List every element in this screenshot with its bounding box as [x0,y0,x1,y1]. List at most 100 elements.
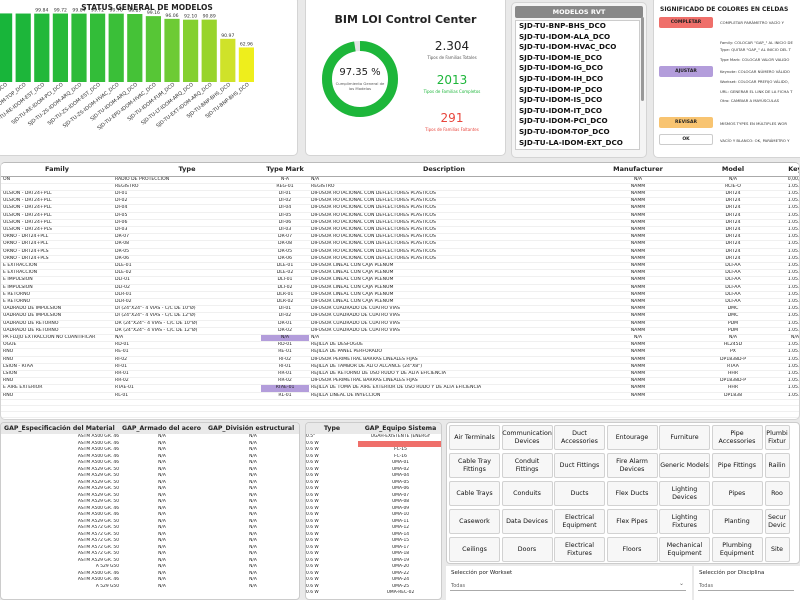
model-item[interactable]: SJD-TU-IDOM-ALA_DCO [519,31,611,41]
table-row[interactable]: ULSIÓN - DRT24+PLL DI-05 DI-05 DIFUSOR ROTA… [1,212,799,220]
column-header[interactable]: Description [309,163,579,177]
column-header[interactable]: GAP_Especificación del Material [1,423,119,434]
column-header[interactable]: Type [113,163,261,177]
table-row[interactable]: 0.6 W UMA-18 [306,551,441,558]
table-row[interactable]: ASTM A500 GR. 46 N/A N/A [1,571,299,578]
model-item[interactable]: SJD-TU-IDOM-IS_DCO [519,95,603,105]
model-item[interactable]: SJD-TU-LT-IDOM-EXT_DCO [516,148,639,149]
category-button[interactable]: Entourage [606,425,658,450]
discipline-dropdown[interactable]: Todas [698,580,794,591]
table-row[interactable]: RNO RE-01 RE-01 REJILLA DE PANEL PERFORADO N… [1,348,799,357]
table-row[interactable]: 0.6 W UMA-07 [306,493,441,500]
table-row[interactable]: 0.6 W UMA-01 [306,460,441,467]
category-button[interactable]: Conduits [501,481,553,506]
status-bar[interactable] [220,38,236,82]
column-header[interactable]: Key [769,163,799,177]
status-bar[interactable] [145,16,161,82]
model-item[interactable]: SJD-TU-IDOM-IH_DCO [519,73,604,83]
table-row[interactable]: ASTM A529 GR. 50 N/A N/A [1,486,299,493]
table-row[interactable]: ULSIÓN - DRT24+PLL DI-04 DI-04 DIFUSOR ROTA… [1,204,799,213]
table-row[interactable]: ASTM A529 GR. 50 N/A N/A [1,519,299,526]
table-row[interactable]: E AIRE EXTERIOR RTAE-01 RTAE-01 REJILLA DE … [1,384,799,393]
model-item[interactable]: SJD-TU-IDOM-IT_DCO [519,105,603,115]
status-bar[interactable] [183,19,199,82]
table-row[interactable]: UADRADO DE IMPULSIÓN DI (24"X24"- 4 VIAS … [1,305,799,314]
status-bar[interactable] [15,13,31,83]
category-button[interactable]: Site [764,537,790,562]
table-row[interactable]: ORNO - DRT24+PLL DR-07 DR-07 DIFUSOR ROTACI… [1,233,799,242]
category-button[interactable]: Roo [764,481,790,506]
table-row[interactable]: 0.6 W UMA-20 [306,564,441,571]
category-button[interactable]: Flex Pipes [606,509,658,534]
table-row[interactable]: E EXTRACCIÓN DLE-01 DLE-01 DIFUSOR LINEAL C… [1,262,799,271]
table-row[interactable]: ASTM A500 GR. 46 N/A N/A [1,506,299,513]
category-button[interactable]: Plumbing Equipment [711,537,763,562]
table-row[interactable]: 0.5° UGAH-EXISTENTE (ENERGY [306,434,441,441]
table-row[interactable]: LSIÓN - RTAA RI-01 RI-01 REJILLA DE TAMBOR … [1,363,799,371]
column-header[interactable]: GAP_Armado del acero [119,423,205,434]
workset-dropdown[interactable]: Todas [450,580,686,591]
category-button[interactable]: Plumbi Fixtur [764,425,790,450]
model-item[interactable]: SJD-TU-IDOM-PCI_DCO [519,116,608,126]
column-header[interactable]: Model [697,163,769,177]
table-row[interactable]: 0.6 W FC-16 [306,454,441,461]
status-bar[interactable] [164,18,180,82]
table-row[interactable]: 0.6 W UMA-02 [306,467,441,474]
column-header[interactable]: GAP_Equipo Sistema [358,423,441,434]
table-row[interactable]: UADRADO DE IMPULSIÓN DI (24"X24"- 4 VIAS … [1,312,799,321]
category-button[interactable]: Secur Devic [764,509,790,534]
status-bar[interactable] [0,13,13,82]
table-row[interactable]: ASTM A500 GR. 46 N/A N/A [1,577,299,584]
table-row[interactable]: 0.6 W UMA-19 [306,558,441,565]
table-row[interactable]: 0.6 W FC-15 [306,447,441,454]
category-button[interactable]: Cable Tray Fittings [449,453,500,478]
table-row[interactable]: 0.6 W UMA-22 [306,571,441,578]
chevron-down-icon[interactable]: ⌄ [678,580,684,587]
table-row[interactable]: ULSIÓN - DRT24+PLL DI-06 DI-06 DIFUSOR ROTA… [1,219,799,227]
table-row[interactable]: ASTM A529 GR. 50 N/A N/A [1,499,299,506]
category-button[interactable]: Pipe Accessories [711,425,763,450]
table-row[interactable]: UADRADO DE RETORNO DR (24"X24"- 4 VIAS - … [1,320,799,328]
table-row[interactable] [1,399,799,407]
column-header[interactable]: Manufacturer [579,163,697,177]
table-row[interactable]: E IMPULSIÓN DLI-02 DLI-02 DIFUSOR LINEAL CO… [1,284,799,292]
category-button[interactable]: Electrical Equipment [554,509,605,534]
category-button[interactable]: Generic Models [659,453,710,478]
models-list[interactable]: SJD-TU-BNP-BHS_DCO SJD-TU-IDOM-ALA_DCO SJD… [515,20,640,150]
category-button[interactable]: Furniture [659,425,710,450]
table-row[interactable]: ASTM A572 GR. 50 N/A N/A [1,532,299,539]
category-button[interactable]: Electrical Fixtures [554,537,605,562]
table-row[interactable]: 0.6 W UMA-08 [306,499,441,506]
category-button[interactable]: Lighting Devices [659,481,710,506]
table-row[interactable]: 0.6 W UMA-17 [306,545,441,552]
table-row[interactable]: ASTM A529 GR. 50 N/A N/A [1,473,299,480]
table-row[interactable]: ULSIÓN - DRT24+PLL DI-01 DI-01 DIFUSOR ROTA… [1,190,799,199]
models-scrollbar[interactable] [641,17,644,101]
table-row[interactable]: ASTM A572 GR. 50 N/A N/A [1,551,299,558]
column-header[interactable]: GAP_División estructural [205,423,299,434]
table-row[interactable]: 0.6 W UMA-06 [306,486,441,493]
table-row[interactable]: ASTM A572 GR. 50 N/A N/A [1,538,299,545]
table-row[interactable]: 0.6 W UMA-24 [306,577,441,584]
table-row[interactable] [1,411,799,419]
table-row[interactable]: UADRADO DE RETORNO DR (24"X24"- 4 VIAS - … [1,327,799,335]
table-row[interactable]: 0.6 W UMA-15 [306,538,441,545]
table-row[interactable]: ASTM A500 GR. 46 N/A N/A [1,447,299,454]
table-row[interactable] [1,405,799,413]
table-row[interactable]: ASTM A500 GR. 46 N/A N/A [1,460,299,467]
model-item[interactable]: SJD-TU-LA-IDOM-EXT_DCO [519,137,623,147]
table-row[interactable]: A 529 G50 N/A N/A [1,584,299,591]
category-button[interactable]: Mechanical Equipment [659,537,710,562]
status-bar[interactable] [238,47,254,82]
status-bar[interactable] [71,13,87,82]
model-item[interactable]: SJD-TU-BNP-BHS_DCO [519,21,606,30]
table-row[interactable]: E IMPULSIÓN DLI-01 DLI-01 DIFUSOR LINEAL CO… [1,276,799,285]
category-button[interactable]: Duct Accessories [554,425,605,450]
model-item[interactable]: SJD-TU-IDOM-HVAC_DCO [519,42,617,52]
category-button[interactable]: Ducts [554,481,605,506]
category-button[interactable]: Floors [606,537,658,562]
table-row[interactable]: ULSIÓN - DRT24+PLS DI-03 DI-03 DIFUSOR ROTA… [1,226,799,235]
table-row[interactable]: 0.6 W UMA-25 [306,584,441,591]
